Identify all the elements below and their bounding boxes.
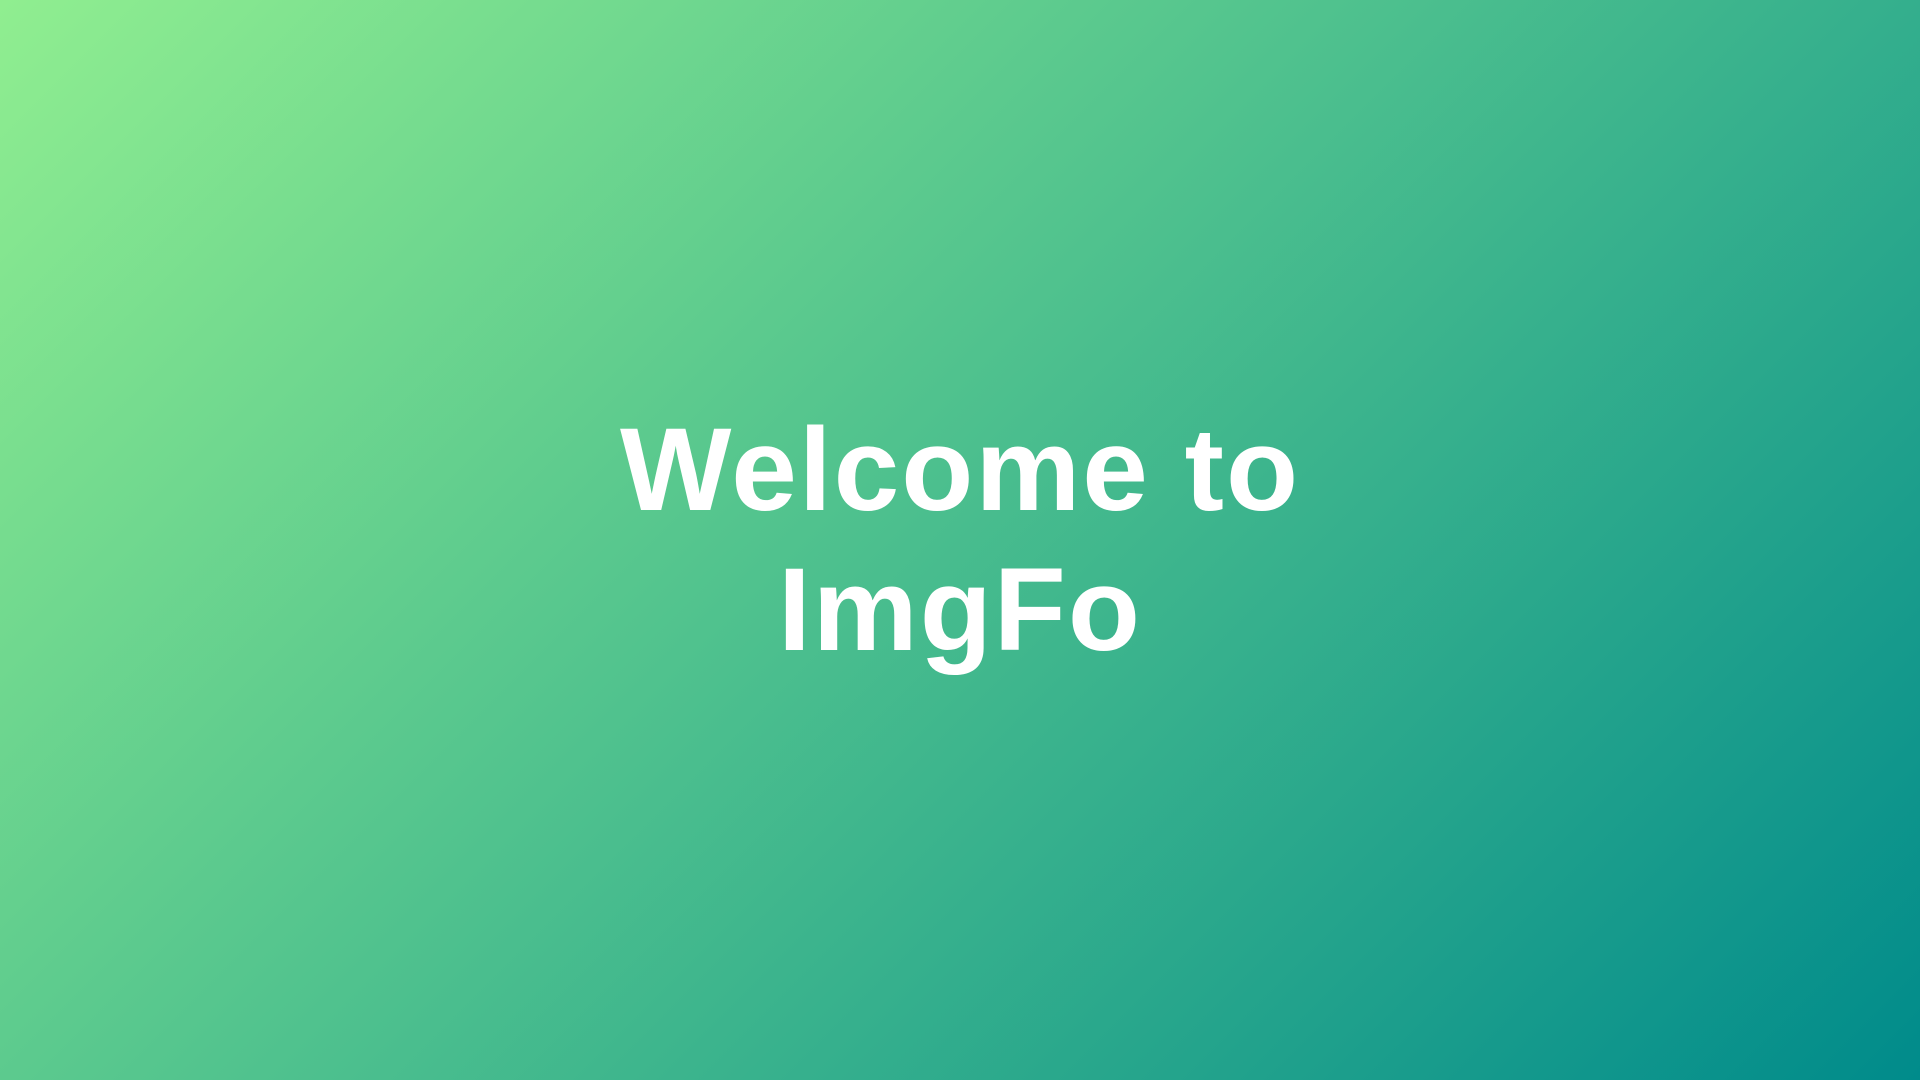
headline-line-1: Welcome to xyxy=(619,404,1301,536)
headline-line-2: ImgFo xyxy=(778,544,1142,676)
welcome-headline: Welcome to ImgFo xyxy=(620,400,1300,680)
